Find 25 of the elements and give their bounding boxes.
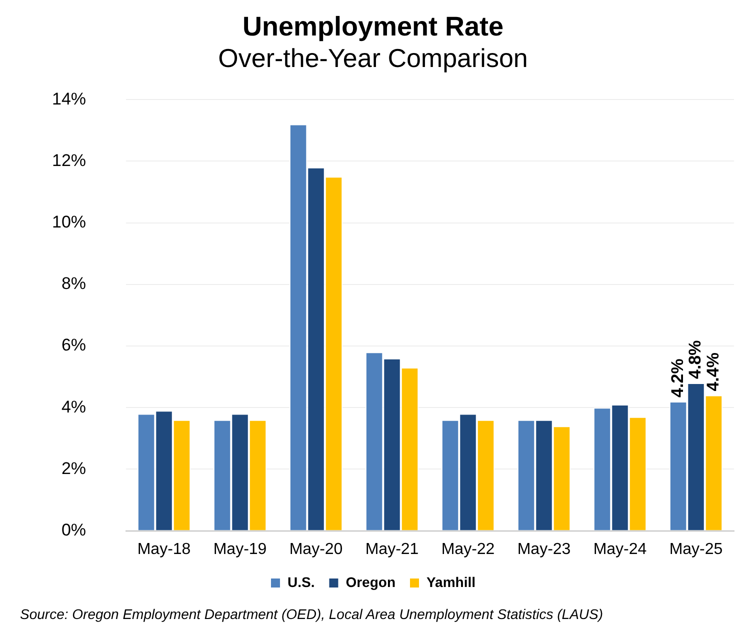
data-label: 4.2% [668,358,687,398]
x-tick-label: May-25 [669,540,723,558]
x-tick-label: May-23 [517,540,571,558]
data-label: 4.4% [703,352,722,392]
x-tick-label: May-18 [137,540,191,558]
y-tick-label: 8% [61,274,86,294]
x-tick-label: May-20 [289,540,343,558]
legend-label: Oregon [346,574,396,590]
x-tick-label: May-21 [365,540,419,558]
y-tick-label: 6% [61,336,86,355]
legend-label: Yamhill [426,574,476,590]
legend-label: U.S. [287,574,315,590]
y-tick-label: 14% [52,89,86,108]
source-note: Source: Oregon Employment Department (OED), Local Area Unemployment Statistics (LAUS) [20,606,604,622]
y-tick-label: 12% [52,150,86,170]
x-tick-label: May-22 [441,540,495,558]
y-tick-label: 0% [61,520,86,540]
y-tick-label: 10% [52,212,86,232]
x-tick-label: May-24 [593,540,647,558]
chart-subtitle: Over-the-Year Comparison [218,43,528,74]
x-tick-label: May-19 [213,540,267,558]
data-label: 4.8% [686,340,705,379]
y-tick-label: 2% [61,458,86,478]
chart-title: Unemployment Rate [242,12,504,42]
y-tick-label: 4% [61,397,86,416]
